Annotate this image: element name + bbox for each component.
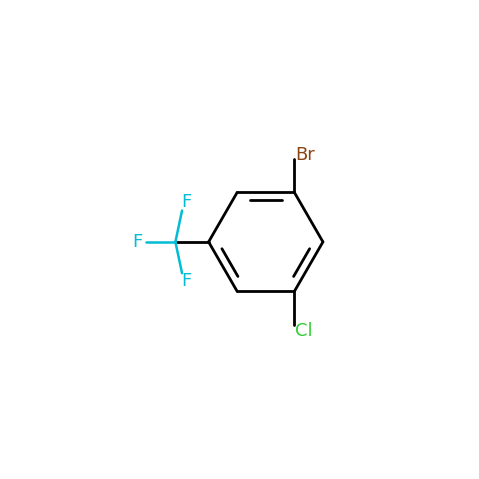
Text: F: F bbox=[182, 273, 192, 290]
Text: Br: Br bbox=[296, 146, 315, 164]
Text: Cl: Cl bbox=[295, 322, 312, 340]
Text: F: F bbox=[132, 233, 142, 251]
Text: F: F bbox=[182, 194, 192, 211]
